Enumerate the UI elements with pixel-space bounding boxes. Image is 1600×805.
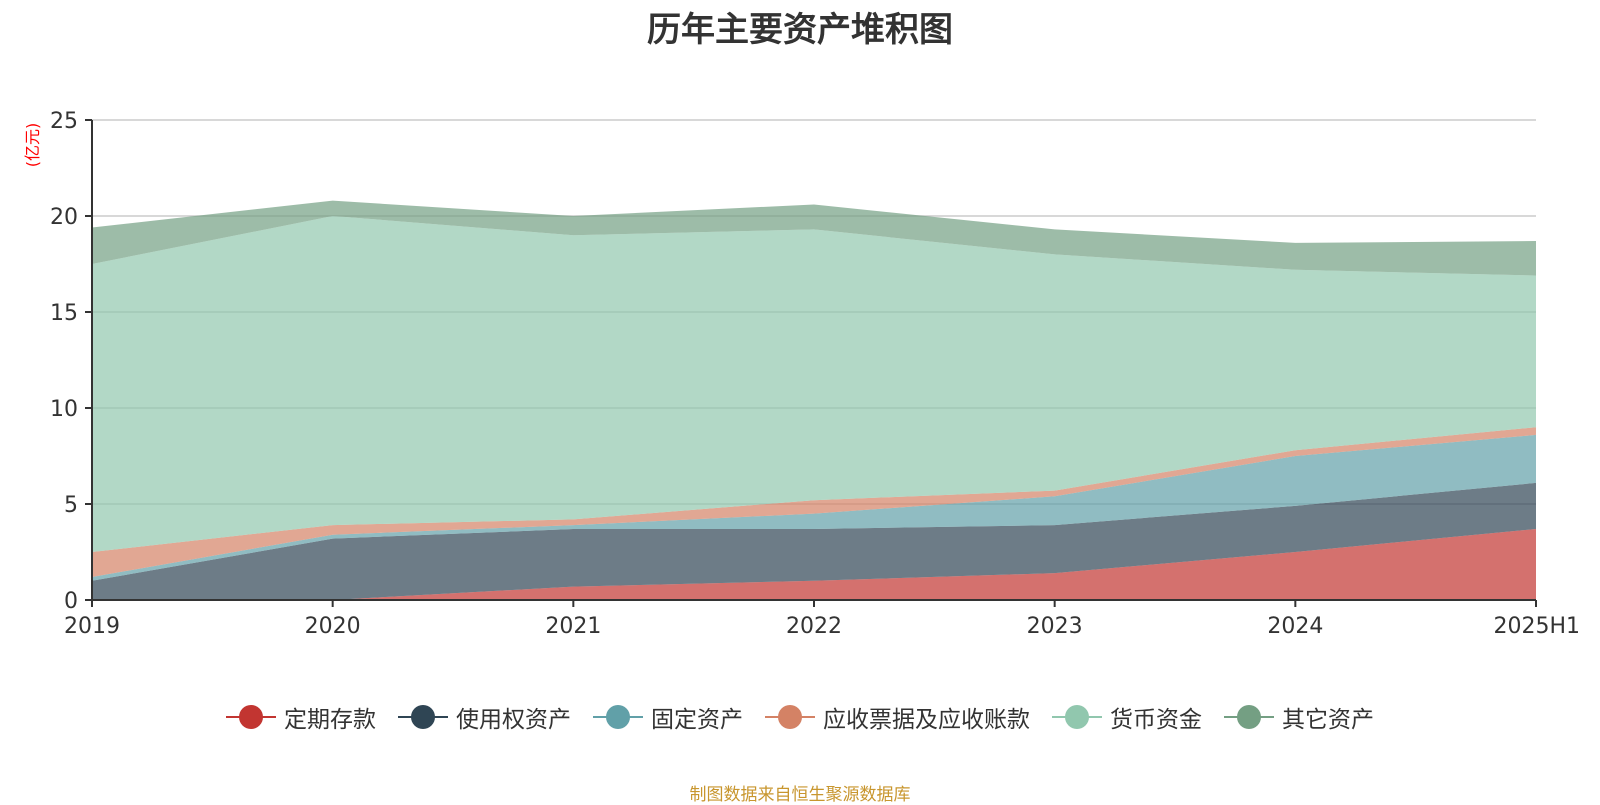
area-series-2[interactable] — [92, 434, 1536, 581]
x-tick-label: 2024 — [1267, 614, 1323, 639]
legend-marker — [398, 704, 448, 730]
legend-label: 货币资金 — [1110, 707, 1202, 733]
y-tick-label: 0 — [64, 589, 78, 614]
legend-label: 固定资产 — [651, 707, 743, 733]
legend-marker — [593, 704, 643, 730]
x-tick-label: 2019 — [64, 614, 120, 639]
y-tick-label: 25 — [50, 109, 78, 134]
legend-marker — [1052, 704, 1102, 730]
legend-item-0[interactable]: 定期存款 — [226, 700, 376, 734]
x-tick-label: 2023 — [1027, 614, 1083, 639]
legend-marker — [765, 704, 815, 730]
legend-label: 应收票据及应收账款 — [823, 707, 1030, 733]
y-axis-label: (亿元) — [23, 123, 42, 168]
legend-label: 使用权资产 — [456, 707, 571, 733]
legend-item-3[interactable]: 应收票据及应收账款 — [765, 700, 1030, 734]
area-series-4[interactable] — [92, 216, 1536, 552]
y-tick-label: 5 — [64, 493, 78, 518]
chart-legend: 定期存款 使用权资产 固定资产 应收票据及应收账款 货币资金 其它资产 — [0, 700, 1600, 734]
legend-label: 其它资产 — [1282, 707, 1374, 733]
source-note: 制图数据来自恒生聚源数据库 — [689, 785, 911, 805]
legend-item-1[interactable]: 使用权资产 — [398, 700, 571, 734]
x-tick-label: 2022 — [786, 614, 842, 639]
legend-item-4[interactable]: 货币资金 — [1052, 700, 1202, 734]
legend-item-5[interactable]: 其它资产 — [1224, 700, 1374, 734]
x-tick-label: 2021 — [545, 614, 601, 639]
area-series-1[interactable] — [92, 482, 1536, 600]
x-tick-label: 2020 — [305, 614, 361, 639]
legend-label: 定期存款 — [284, 707, 376, 733]
area-series-5[interactable] — [92, 200, 1536, 276]
y-tick-label: 15 — [50, 301, 78, 326]
area-series-0[interactable] — [92, 529, 1536, 600]
legend-marker — [1224, 704, 1274, 730]
y-tick-label: 10 — [50, 397, 78, 422]
legend-item-2[interactable]: 固定资产 — [593, 700, 743, 734]
area-series-3[interactable] — [92, 427, 1536, 577]
chart-title: 历年主要资产堆积图 — [647, 10, 953, 50]
legend-marker — [226, 704, 276, 730]
x-tick-label: 2025H1 — [1493, 614, 1580, 639]
y-tick-label: 20 — [50, 205, 78, 230]
